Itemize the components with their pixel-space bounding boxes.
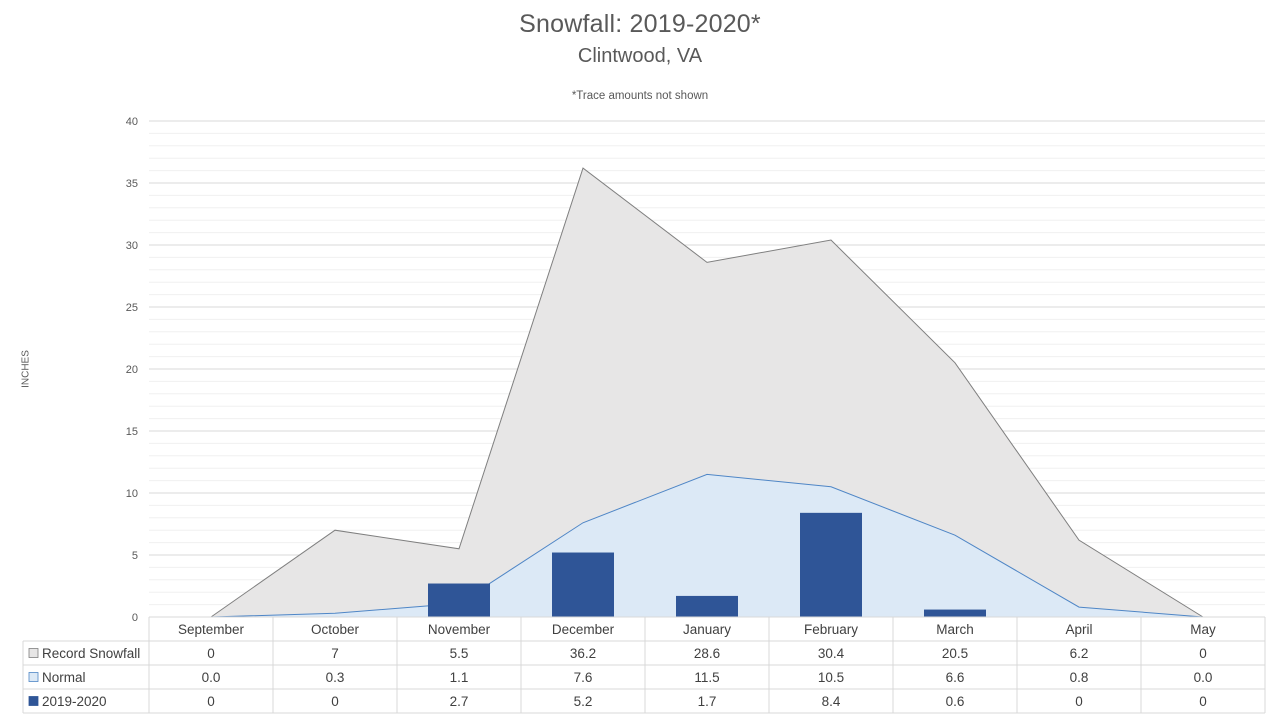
data-label: 28.6 (694, 646, 720, 661)
data-label: 6.6 (946, 670, 965, 685)
data-label: 1.1 (450, 670, 469, 685)
category-label: March (936, 622, 974, 637)
data-label: 5.2 (574, 694, 593, 709)
data-label: 0 (1199, 694, 1207, 709)
legend-key (28, 648, 39, 658)
legend-label: 2019-2020 (42, 694, 107, 709)
data-label: 0.0 (202, 670, 221, 685)
data-label: 10.5 (818, 670, 844, 685)
data-label: 6.2 (1070, 646, 1089, 661)
category-label: May (1190, 622, 1216, 637)
category-label: December (552, 622, 615, 637)
bar (428, 583, 490, 617)
data-label: 30.4 (818, 646, 845, 661)
chart-note: *Trace amounts not shown (571, 90, 709, 102)
bar (800, 512, 862, 617)
data-label: 7.6 (574, 670, 593, 685)
data-label: 5.5 (450, 646, 469, 661)
y-tick-label: 40 (126, 116, 138, 128)
category-label: November (428, 622, 491, 637)
legend-key (28, 672, 39, 682)
data-label: 0.0 (1194, 670, 1213, 685)
category-label: January (683, 622, 731, 637)
data-label: 11.5 (694, 670, 719, 685)
y-tick-label: 5 (132, 550, 138, 562)
chart-title: Snowfall: 2019-2020* (519, 10, 761, 38)
y-tick-label: 35 (126, 178, 138, 190)
data-label: 7 (331, 646, 339, 661)
y-tick-label: 20 (126, 364, 138, 376)
bar (676, 595, 738, 617)
area-1 (211, 474, 1203, 617)
data-label: 0 (1199, 646, 1207, 661)
data-label: 1.7 (698, 694, 717, 709)
category-label: April (1065, 622, 1092, 637)
y-tick-label: 0 (132, 612, 138, 624)
data-label: 36.2 (570, 646, 596, 661)
y-tick-label: 25 (126, 302, 138, 314)
bar (552, 552, 614, 617)
data-label: 8.4 (822, 694, 841, 709)
legend-label: Record Snowfall (42, 646, 140, 661)
legend-key (28, 696, 39, 706)
legend-label: Normal (42, 670, 86, 685)
category-label: February (804, 622, 858, 637)
data-label: 20.5 (942, 646, 968, 661)
data-label: 0 (1075, 694, 1083, 709)
data-label: 0.3 (326, 670, 345, 685)
data-label: 2.7 (450, 694, 469, 709)
bar (924, 609, 986, 617)
category-label: September (178, 622, 245, 637)
y-tick-label: 15 (126, 426, 138, 438)
data-label: 0 (207, 694, 215, 709)
data-label: 0 (207, 646, 215, 661)
data-label: 0.6 (946, 694, 965, 709)
category-label: October (311, 622, 360, 637)
y-tick-label: 10 (126, 488, 138, 500)
y-tick-label: 30 (126, 240, 138, 252)
data-label: 0.8 (1070, 670, 1089, 685)
chart-subtitle: Clintwood, VA (577, 45, 703, 67)
area-0 (211, 168, 1203, 617)
data-label: 0 (331, 694, 339, 709)
